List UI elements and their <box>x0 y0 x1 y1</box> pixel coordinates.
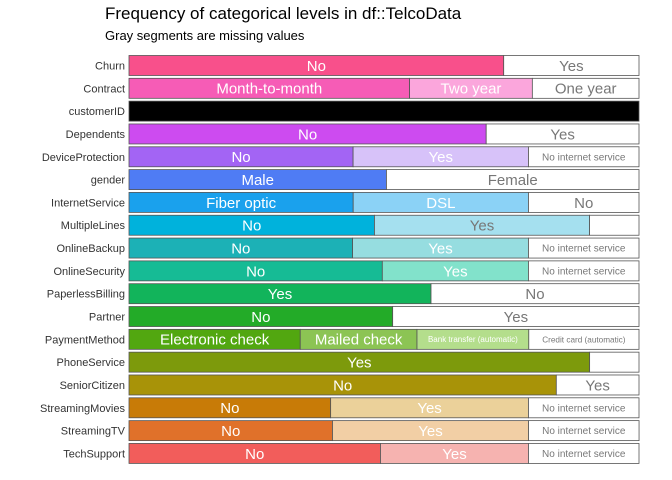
segment-label: No <box>574 195 593 212</box>
row-label: Dependents <box>66 129 126 141</box>
segment-label: No <box>220 400 239 417</box>
row-label: MultipleLines <box>61 220 126 232</box>
row-label: InternetService <box>51 197 125 209</box>
segment-label: Yes <box>442 446 466 463</box>
bar-segment <box>528 237 640 259</box>
segment-label: Two year <box>441 81 502 98</box>
row-label: customerID <box>69 106 125 118</box>
segment-label: Mailed check <box>315 332 403 349</box>
segment-label: No internet service <box>542 449 626 460</box>
segment-label: Yes <box>417 400 441 417</box>
row-label: Churn <box>95 61 125 73</box>
segment-label: No <box>333 377 352 394</box>
segment-label: No <box>246 263 265 280</box>
bar-segment <box>528 328 640 350</box>
segment-label: No <box>251 309 270 326</box>
segment-label: No <box>242 218 261 235</box>
segment-label: No internet service <box>542 266 626 277</box>
segment-label: No <box>231 240 250 257</box>
segment-label: No <box>221 423 240 440</box>
segment-label: Electronic check <box>160 332 270 349</box>
segment-label: No internet service <box>542 244 626 255</box>
row-label: DeviceProtection <box>42 152 125 164</box>
segment-label: Yes <box>504 309 528 326</box>
row-label: OnlineSecurity <box>53 266 125 278</box>
segment-label: Credit card (automatic) <box>542 335 626 344</box>
bar-segment <box>503 55 640 76</box>
bar-segment <box>386 169 640 191</box>
row-label: Partner <box>89 312 125 324</box>
bar-segment <box>555 374 640 396</box>
bar-segment <box>528 443 640 464</box>
row-label: PhoneService <box>57 357 126 369</box>
bar-segment <box>392 306 640 327</box>
segment-label: No internet service <box>542 426 626 437</box>
segment-label: Fiber optic <box>206 195 277 212</box>
bar-segment <box>589 351 640 373</box>
bar-segment <box>528 420 640 442</box>
chart-subtitle: Gray segments are missing values <box>105 28 305 43</box>
row-label: StreamingTV <box>61 426 126 438</box>
segment-label: No internet service <box>542 403 626 414</box>
bar-segment <box>528 146 640 168</box>
segment-label: No <box>307 58 326 75</box>
bar-segment <box>589 214 640 236</box>
segment-label: Yes <box>418 423 442 440</box>
bar-segment <box>528 397 640 419</box>
row-label: StreamingMovies <box>40 403 125 415</box>
segment-label: Yes <box>559 58 583 75</box>
segment-label: Male <box>241 172 274 189</box>
segment-label: No internet service <box>542 152 626 163</box>
segment-label: DSL <box>426 195 455 212</box>
segment-label: Yes <box>585 377 609 394</box>
segment-label: Yes <box>268 286 292 303</box>
segment-label: One year <box>555 81 617 98</box>
bar-segment <box>528 260 640 282</box>
row-label: TechSupport <box>63 448 125 460</box>
bar-segment <box>531 77 640 99</box>
segment-label: Bank transfer (automatic) <box>428 335 518 344</box>
row-label: SeniorCitizen <box>60 380 125 392</box>
segment-label: No <box>245 446 264 463</box>
segment-label: Female <box>488 172 538 189</box>
row-label: OnlineBackup <box>57 243 126 255</box>
segment-label: Yes <box>429 149 453 166</box>
row-label: gender <box>91 175 126 187</box>
segment-label: Month-to-month <box>216 81 322 98</box>
bar-segment <box>528 192 640 213</box>
segment-label: Yes <box>443 263 467 280</box>
segment-label: No <box>231 149 250 166</box>
row-label: PaperlessBilling <box>47 289 125 301</box>
bar-segment <box>485 123 640 145</box>
segment-label: Yes <box>347 355 371 372</box>
segment-label: Yes <box>470 218 494 235</box>
segment-label: No <box>298 126 317 143</box>
chart-title: Frequency of categorical levels in df::T… <box>105 4 462 23</box>
bar-segment <box>128 100 640 122</box>
segment-label: No <box>525 286 544 303</box>
row-label: Contract <box>83 83 125 95</box>
row-label: PaymentMethod <box>45 334 125 346</box>
segment-label: Yes <box>428 240 452 257</box>
bar-segment <box>430 283 640 305</box>
segment-label: Yes <box>550 126 574 143</box>
